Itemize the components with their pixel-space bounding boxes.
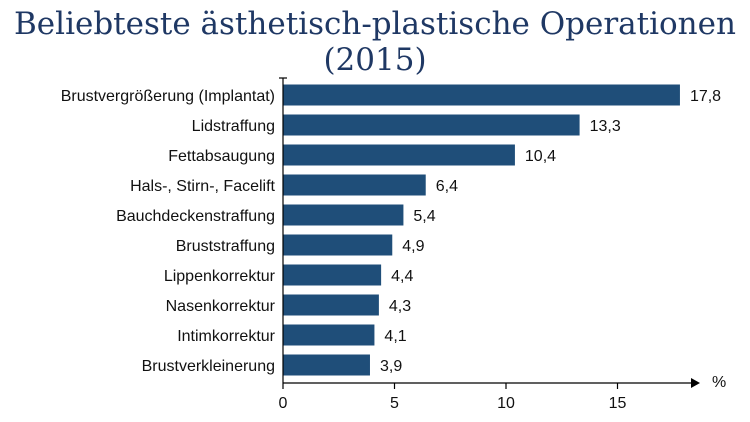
bar-3: [283, 174, 426, 196]
value-label: 4,4: [391, 268, 413, 285]
x-axis-unit-label: %: [712, 374, 726, 391]
bar-0: [283, 84, 680, 106]
bar-5: [283, 234, 393, 256]
category-label: Hals-, Stirn-, Facelift: [130, 178, 275, 195]
x-tick-label: 10: [497, 395, 515, 412]
x-tick-label: 15: [609, 395, 627, 412]
category-label: Nasenkorrektur: [166, 298, 276, 315]
bar-7: [283, 294, 379, 316]
category-label: Brustvergrößerung (Implantat): [61, 88, 275, 105]
bar-4: [283, 204, 404, 226]
value-label: 10,4: [525, 148, 556, 165]
axis-layer: 0 5 10 15%: [279, 77, 726, 412]
x-tick-label: 5: [390, 395, 399, 412]
value-label: 13,3: [590, 118, 621, 135]
value-label: 4,9: [402, 238, 424, 255]
value-label: 3,9: [380, 358, 402, 375]
category-label: Brustverkleinerung: [142, 358, 275, 375]
category-label: Intimkorrektur: [177, 328, 275, 345]
value-label: 6,4: [436, 178, 458, 195]
category-label: Fettabsaugung: [168, 148, 275, 165]
value-label: 4,3: [389, 298, 411, 315]
x-axis-arrow-icon: [691, 378, 700, 388]
bar-2: [283, 144, 515, 166]
value-label: 4,1: [384, 328, 406, 345]
bar-8: [283, 324, 375, 346]
value-label: 17,8: [690, 88, 721, 105]
category-label: Lidstraffung: [192, 118, 275, 135]
category-label: Bruststraffung: [176, 238, 275, 255]
bar-9: [283, 354, 370, 376]
chart-title: Beliebteste ästhetisch-plastische Operat…: [14, 6, 736, 78]
bars-layer: Brustvergrößerung (Implantat) 17,8 Lidstra…: [61, 84, 721, 376]
category-label: Lippenkorrektur: [164, 268, 276, 285]
bar-6: [283, 264, 382, 286]
x-tick-label: 0: [279, 395, 288, 412]
category-label: Bauchdeckenstraffung: [116, 208, 275, 225]
value-label: 5,4: [413, 208, 435, 225]
bar-1: [283, 114, 580, 136]
